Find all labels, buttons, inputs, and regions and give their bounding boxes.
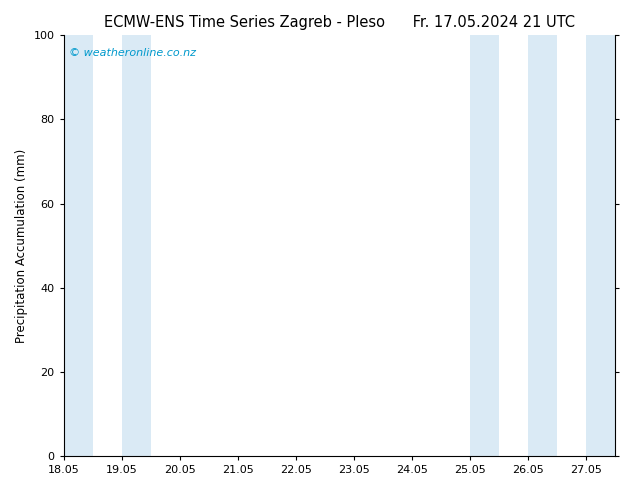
Bar	[586, 35, 615, 456]
Y-axis label: Precipitation Accumulation (mm): Precipitation Accumulation (mm)	[15, 148, 28, 343]
Text: © weatheronline.co.nz: © weatheronline.co.nz	[69, 48, 196, 58]
Bar	[63, 35, 93, 456]
Bar	[122, 35, 151, 456]
Title: ECMW-ENS Time Series Zagreb - Pleso      Fr. 17.05.2024 21 UTC: ECMW-ENS Time Series Zagreb - Pleso Fr. …	[104, 15, 574, 30]
Bar	[527, 35, 557, 456]
Bar	[470, 35, 499, 456]
